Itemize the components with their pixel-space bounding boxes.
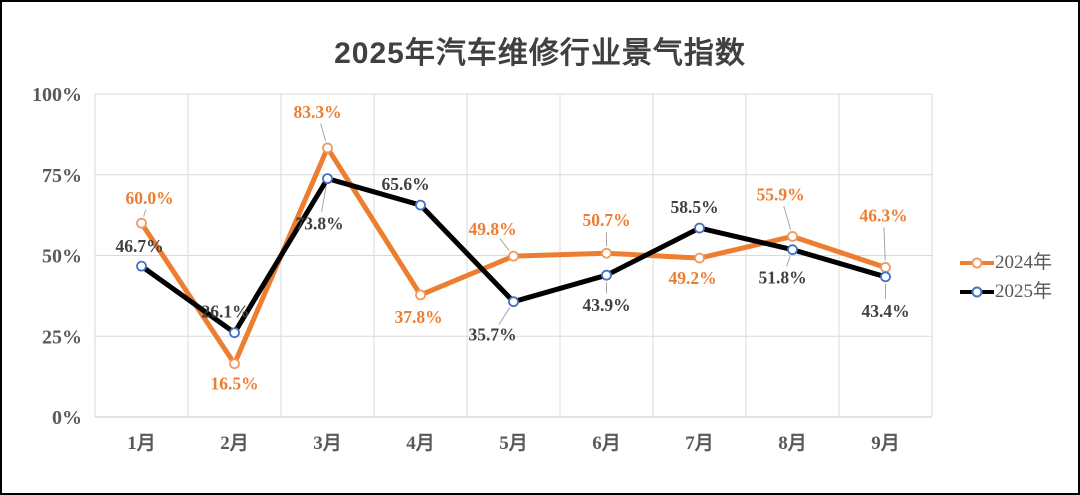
- data-label-2025年-2月: 26.1%: [201, 302, 249, 322]
- data-point-2025年-5月: [508, 296, 519, 308]
- data-point-2025年-2月: [229, 327, 240, 339]
- x-axis-tick-label: 9月: [871, 433, 900, 454]
- y-axis-tick-label: 25%: [42, 326, 82, 348]
- x-axis-tick-label: 3月: [313, 433, 342, 454]
- data-point-2025年-7月: [694, 222, 705, 234]
- data-point-2024年-1月: [136, 217, 147, 229]
- data-point-2024年-6月: [601, 247, 612, 259]
- data-point-2024年-2月: [229, 358, 240, 370]
- data-label-leader-line: [143, 209, 147, 217]
- chart-title: 2025年汽车维修行业景气指数: [334, 37, 746, 70]
- data-label-leader-line: [786, 256, 791, 267]
- data-label-2025年-3月: 73.8%: [295, 214, 343, 234]
- y-axis-tick-label: 50%: [42, 246, 82, 268]
- data-point-2025年-1月: [136, 260, 147, 272]
- data-label-leader-line: [498, 307, 511, 325]
- data-label-2024年-9月: 46.3%: [859, 205, 907, 225]
- data-label-leader-line: [883, 227, 886, 261]
- x-axis-tick-label: 7月: [685, 433, 714, 454]
- data-label-2024年-7月: 49.2%: [668, 268, 716, 288]
- legend: 2024年 2025年: [960, 252, 1052, 303]
- legend-marker-2025-icon: [960, 286, 994, 298]
- data-label-2024年-1月: 60.0%: [125, 188, 173, 208]
- legend-item-2024: 2024年: [960, 252, 1052, 274]
- x-axis-tick-label: 8月: [778, 433, 807, 454]
- data-point-2025年-8月: [787, 244, 798, 256]
- x-axis-tick-label: 2月: [220, 433, 249, 454]
- data-point-2025年-4月: [415, 199, 426, 211]
- data-point-2025年-3月: [322, 173, 333, 185]
- data-label-leader-line: [499, 238, 510, 251]
- data-label-2024年-5月: 49.8%: [468, 219, 516, 239]
- data-point-2025年-9月: [880, 271, 891, 283]
- data-point-2025年-6月: [601, 269, 612, 281]
- data-point-2024年-3月: [322, 142, 333, 154]
- data-label-2025年-6月: 43.9%: [582, 295, 630, 315]
- data-point-2024年-5月: [508, 250, 519, 262]
- data-label-2024年-4月: 37.8%: [394, 307, 442, 327]
- data-label-2025年-7月: 58.5%: [670, 197, 718, 217]
- x-axis-tick-label: 6月: [592, 433, 621, 454]
- data-point-2024年-8月: [787, 231, 798, 242]
- data-label-2024年-8月: 55.9%: [756, 184, 804, 204]
- x-axis-tick-label: 1月: [127, 433, 156, 454]
- data-point-2024年-9月: [880, 262, 891, 273]
- data-label-2025年-5月: 35.7%: [468, 325, 516, 345]
- y-axis-tick-label: 75%: [42, 165, 82, 187]
- legend-item-2025: 2025年: [960, 281, 1052, 303]
- y-axis-tick-label: 0%: [52, 407, 82, 429]
- legend-label-2025: 2025年: [995, 281, 1053, 302]
- data-label-2024年-2月: 16.5%: [210, 374, 258, 394]
- data-label-leader-line: [783, 205, 792, 230]
- data-point-2024年-7月: [694, 252, 705, 264]
- data-label-leader-line: [320, 123, 327, 142]
- data-label-2024年-6月: 50.7%: [582, 210, 630, 230]
- x-axis-tick-label: 5月: [499, 433, 528, 454]
- data-label-2025年-9月: 43.4%: [861, 301, 909, 321]
- data-point-2024年-4月: [415, 289, 426, 301]
- legend-label-2024: 2024年: [995, 252, 1053, 273]
- x-axis-tick-label: 4月: [406, 433, 435, 454]
- data-label-2024年-3月: 83.3%: [293, 102, 341, 122]
- legend-marker-2024-icon: [960, 257, 994, 269]
- data-label-2025年-4月: 65.6%: [381, 174, 429, 194]
- y-axis-tick-label: 100%: [32, 84, 82, 106]
- data-label-leader-line: [321, 185, 327, 212]
- data-label-2025年-8月: 51.8%: [758, 268, 806, 288]
- data-label-2025年-1月: 46.7%: [115, 236, 163, 256]
